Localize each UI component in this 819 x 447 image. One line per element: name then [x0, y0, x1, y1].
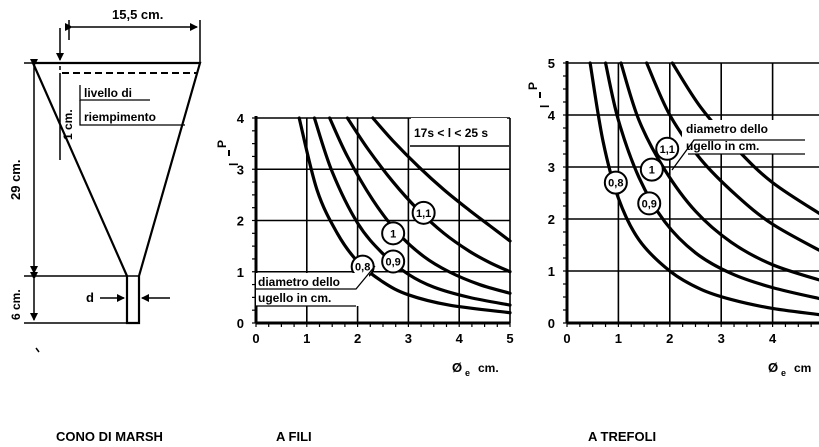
fili-xunit: cm.: [478, 361, 499, 375]
nozzle-height-label: 6 cm.: [9, 289, 23, 320]
tref-marker-label: 0,9: [642, 198, 657, 210]
chart-a-trefoli: 0,8 0,9 1 1,1 0 1 2 3 4 0 1 2 3 4 5 P l diametro dell…: [526, 56, 819, 444]
fili-ylabel-bottom: l: [227, 163, 241, 166]
tref-marker-1: 1: [639, 157, 664, 182]
tref-curve-1-1: [645, 61, 819, 252]
tref-curve-1: [619, 61, 819, 282]
fili-x-tick-4: 4: [456, 331, 464, 346]
fili-note-line1: diametro dello: [258, 275, 340, 289]
fili-caption: A FILI: [276, 429, 312, 444]
cone-outline: [31, 61, 202, 325]
trefoli-ylabel-top: P: [526, 82, 540, 90]
fili-marker-circle: [381, 221, 406, 246]
fili-y-tick-1: 1: [237, 265, 244, 280]
trefoli-ticks: 0 1 2 3 4 0 1 2 3 4 5: [548, 56, 777, 346]
tref-marker-label: 1: [649, 165, 655, 177]
tref-marker-circle: [603, 170, 628, 195]
trefoli-grid: [563, 61, 819, 327]
tref-y-tick-2: 2: [548, 212, 555, 227]
fili-curve-1: [328, 116, 512, 295]
trefoli-markers: 0,8 0,9 1 1,1: [603, 136, 680, 216]
fili-marker-label: 0,9: [386, 257, 401, 269]
fili-x-tick-2: 2: [354, 331, 361, 346]
fili-xlabel-sub: e: [465, 368, 470, 378]
fili-marker-1: 1: [381, 221, 406, 246]
fili-markers: 0,8 0,9 1 1,1: [350, 200, 436, 279]
fili-marker-label: 0,8: [355, 262, 370, 274]
trefoli-note-bg: [682, 120, 802, 154]
fili-curve-extra-4: [371, 116, 512, 243]
fili-curve-1-1: [345, 116, 512, 274]
trefoli-ylabel-bottom: l: [538, 105, 552, 108]
tref-x-tick-0: 0: [563, 331, 570, 346]
fili-marker-0-9: 0,9: [381, 249, 406, 274]
trefoli-xlabel-sub: e: [781, 368, 786, 378]
top-width-label: 15,5 cm.: [112, 7, 163, 22]
trefoli-curves: [588, 61, 819, 317]
fili-x-tick-1: 1: [303, 331, 310, 346]
tref-marker-label: 0,8: [608, 178, 623, 190]
fill-label-frame-lower: [79, 100, 185, 126]
fili-curves: [297, 116, 512, 315]
tref-y-tick-0: 0: [548, 316, 555, 331]
tref-curve-0-8: [588, 61, 819, 317]
fili-y-tick-0: 0: [237, 316, 244, 331]
tref-marker-circle: [637, 191, 662, 216]
tref-marker-1-1: 1,1: [655, 136, 680, 161]
fili-time-range: 17s < l < 25 s: [414, 126, 488, 140]
stray-mark: [35, 347, 40, 353]
fili-marker-label: 1,1: [416, 208, 431, 220]
trefoli-xunit: cm: [794, 361, 811, 375]
chart-a-fili: 0,8 0,9 1 1,1 0 1 2 3 4 5 0 1 2 3 4 P l 17s < l < 25 …: [215, 111, 514, 444]
fili-marker-circle: [381, 249, 406, 274]
fili-note-frame: [256, 265, 376, 290]
tref-marker-label: 1,1: [660, 144, 675, 156]
fili-x-tick-0: 0: [252, 331, 259, 346]
trefoli-xlabel: Ø: [768, 360, 778, 375]
cone-caption: CONO DI MARSH: [56, 429, 163, 444]
tref-y-tick-4: 4: [548, 108, 556, 123]
trefoli-note-line1: diametro dello: [686, 122, 768, 136]
trefoli-caption: A TREFOLI: [588, 429, 656, 444]
tref-marker-circle: [655, 136, 680, 161]
tref-marker-circle: [639, 157, 664, 182]
fili-y-tick-2: 2: [237, 214, 244, 229]
fili-time-range-box: [411, 118, 507, 146]
fill-label-line2: riempimento: [84, 110, 156, 124]
fill-depth-label: 1 cm.: [61, 109, 75, 140]
fili-x-tick-3: 3: [405, 331, 412, 346]
fili-x-tick-5: 5: [506, 331, 513, 346]
fili-y-tick-4: 4: [237, 111, 245, 126]
tref-x-tick-1: 1: [615, 331, 622, 346]
fili-note-line2: ugello in cm.: [258, 291, 331, 305]
trefoli-note-frame: [671, 139, 805, 171]
fili-ticks: 0 1 2 3 4 5 0 1 2 3 4: [237, 111, 514, 346]
tref-curve-0-9: [603, 61, 819, 301]
tref-y-tick-3: 3: [548, 160, 555, 175]
fili-y-tick-3: 3: [237, 162, 244, 177]
fili-marker-1-1: 1,1: [411, 200, 436, 225]
tref-marker-0-9: 0,9: [637, 191, 662, 216]
height-label: 29 cm.: [8, 160, 23, 200]
tref-y-tick-5: 5: [548, 56, 555, 71]
tref-x-tick-3: 3: [718, 331, 725, 346]
tref-marker-0-8: 0,8: [603, 170, 628, 195]
fili-marker-label: 1: [390, 228, 396, 240]
fili-marker-0-8: 0,8: [350, 254, 375, 279]
tref-x-tick-2: 2: [666, 331, 673, 346]
fili-marker-circle: [411, 200, 436, 225]
tref-x-tick-4: 4: [769, 331, 777, 346]
trefoli-note-line2: ugello in cm.: [686, 139, 759, 153]
fill-label-line1: livello di: [84, 86, 132, 100]
tref-y-tick-1: 1: [548, 264, 555, 279]
fili-xlabel: Ø: [452, 360, 462, 375]
fili-ylabel-top: P: [215, 140, 229, 148]
marsh-cone: 15,5 cm. 29 cm. 1 cm. livello di riempim…: [8, 7, 202, 353]
nozzle-diameter-label: d: [86, 290, 94, 305]
